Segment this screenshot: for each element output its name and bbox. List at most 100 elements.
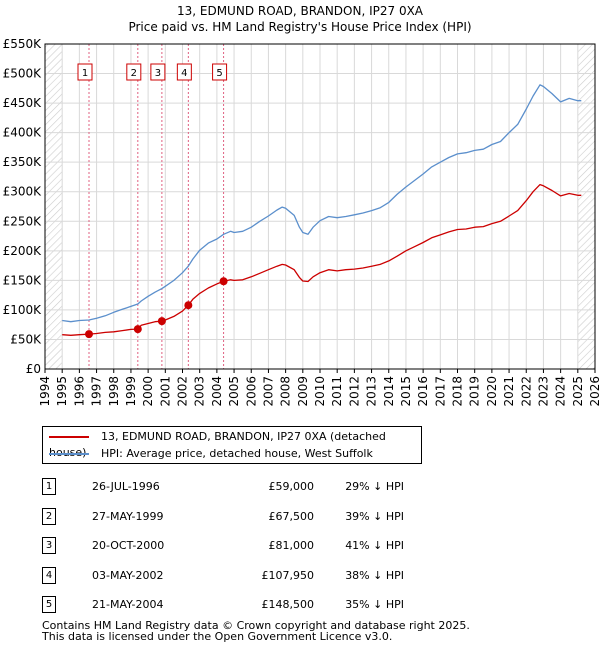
y-tick-label: £400K bbox=[3, 126, 43, 140]
y-tick-label: £100K bbox=[3, 303, 43, 317]
x-tick-label: 2017 bbox=[433, 376, 447, 407]
y-tick-label: £350K bbox=[3, 155, 43, 169]
x-tick-label: 2016 bbox=[416, 376, 430, 407]
sale-price: £107,950 bbox=[261, 568, 315, 582]
legend-property-swatch bbox=[49, 436, 89, 438]
legend-hpi-label: HPI: Average price, detached house, West… bbox=[101, 447, 373, 460]
x-tick-label: 2009 bbox=[296, 376, 310, 407]
property-price-line bbox=[62, 183, 582, 336]
sale-date: 20-OCT-2000 bbox=[92, 539, 165, 553]
sale-number-badge: 3 bbox=[42, 537, 56, 555]
x-tick-label: 2004 bbox=[210, 376, 224, 407]
table-row: 3 20-OCT-2000 £81,000 41% ↓ HPI bbox=[42, 531, 404, 561]
y-tick-label: £150K bbox=[3, 273, 43, 287]
sale-label-box: 2 bbox=[126, 63, 142, 81]
x-tick-label: 2019 bbox=[468, 376, 482, 407]
x-tick-label: 2005 bbox=[227, 376, 241, 407]
sale-label-number: 1 bbox=[82, 68, 88, 79]
table-row: 5 21-MAY-2004 £148,500 35% ↓ HPI bbox=[42, 590, 404, 620]
sale-hpi-diff: 38% ↓ HPI bbox=[345, 568, 404, 582]
x-tick-label: 2010 bbox=[313, 376, 327, 407]
y-tick-label: £300K bbox=[3, 185, 43, 199]
sale-point bbox=[133, 325, 142, 334]
y-tick-label: £50K bbox=[10, 332, 42, 346]
x-tick-label: 2020 bbox=[485, 376, 499, 407]
x-tick-label: 2024 bbox=[554, 376, 568, 407]
sale-price: £148,500 bbox=[261, 598, 315, 612]
footer-copyright: Contains HM Land Registry data © Crown c… bbox=[42, 619, 470, 632]
sale-label-frame bbox=[176, 63, 192, 81]
y-tick-label: £250K bbox=[3, 214, 43, 228]
footer-notice: Contains HM Land Registry data © Crown c… bbox=[42, 620, 470, 642]
x-tick-label: 2001 bbox=[158, 376, 172, 407]
legend-hpi-swatch bbox=[49, 453, 89, 455]
hatched-region bbox=[577, 44, 595, 369]
y-tick-label: £0 bbox=[26, 362, 41, 376]
x-tick-label: 2012 bbox=[347, 376, 361, 407]
footer-license: This data is licensed under the Open Gov… bbox=[42, 630, 393, 643]
sale-price: £81,000 bbox=[268, 539, 315, 553]
sale-label-frame bbox=[212, 63, 228, 81]
x-tick-label: 1998 bbox=[107, 376, 121, 407]
sale-date: 03-MAY-2002 bbox=[92, 568, 164, 582]
sale-point bbox=[157, 317, 166, 326]
x-tick-label: 2025 bbox=[571, 376, 585, 407]
x-tick-label: 2026 bbox=[588, 376, 600, 407]
legend: 13, EDMUND ROAD, BRANDON, IP27 0XA (deta… bbox=[42, 426, 422, 464]
x-tick-label: 2023 bbox=[536, 376, 550, 407]
sale-date: 26-JUL-1996 bbox=[92, 480, 160, 494]
x-tick-label: 2003 bbox=[193, 376, 207, 407]
sale-price: £59,000 bbox=[268, 480, 315, 494]
x-tick-label: 2002 bbox=[176, 376, 190, 407]
sale-date: 21-MAY-2004 bbox=[92, 598, 164, 612]
table-row: 1 26-JUL-1996 £59,000 29% ↓ HPI bbox=[42, 472, 404, 502]
sale-number-badge: 5 bbox=[42, 596, 56, 614]
chart-subtitle: Price paid vs. HM Land Registry's House … bbox=[128, 20, 472, 34]
price-chart: £0 £50K £100K £150K £200K £250K £300K £350K £400… bbox=[3, 37, 600, 407]
sale-label-number: 4 bbox=[181, 68, 187, 79]
x-tick-label: 2007 bbox=[261, 376, 275, 407]
sale-label-box: 1 bbox=[77, 63, 93, 81]
table-row: 2 27-MAY-1999 £67,500 39% ↓ HPI bbox=[42, 502, 404, 532]
x-tick-label: 2021 bbox=[502, 376, 516, 407]
y-tick-label: £200K bbox=[3, 244, 43, 258]
x-tick-label: 2015 bbox=[399, 376, 413, 407]
sale-point bbox=[184, 301, 193, 310]
sale-label-box: 4 bbox=[176, 63, 192, 81]
x-tick-label: 2006 bbox=[244, 376, 258, 407]
y-tick-label: £450K bbox=[3, 96, 43, 110]
sale-label-box: 5 bbox=[212, 63, 228, 81]
x-tick-label: 1995 bbox=[55, 376, 69, 407]
x-tick-label: 2008 bbox=[279, 376, 293, 407]
legend-property-label: 13, EDMUND ROAD, BRANDON, IP27 0XA (deta… bbox=[49, 430, 386, 459]
legend-item-property: 13, EDMUND ROAD, BRANDON, IP27 0XA (deta… bbox=[49, 429, 421, 459]
chart-title: 13, EDMUND ROAD, BRANDON, IP27 0XA bbox=[176, 4, 424, 18]
table-row: 4 03-MAY-2002 £107,950 38% ↓ HPI bbox=[42, 561, 404, 591]
sale-number-badge: 1 bbox=[42, 478, 56, 496]
sale-hpi-diff: 39% ↓ HPI bbox=[345, 509, 404, 523]
sale-number-badge: 2 bbox=[42, 507, 56, 525]
sale-hpi-diff: 29% ↓ HPI bbox=[345, 480, 404, 494]
x-tick-label: 1994 bbox=[38, 376, 52, 407]
sale-date: 27-MAY-1999 bbox=[92, 509, 164, 523]
sale-label-frame bbox=[77, 63, 93, 81]
x-tick-label: 2014 bbox=[382, 376, 396, 407]
sale-label-box: 3 bbox=[150, 63, 166, 81]
y-tick-label: £500K bbox=[3, 67, 43, 81]
x-tick-label: 1997 bbox=[90, 376, 104, 407]
x-tick-label: 1999 bbox=[124, 376, 138, 407]
sale-label-number: 3 bbox=[155, 68, 161, 79]
sale-price: £67,500 bbox=[268, 509, 315, 523]
sales-table: 1 26-JUL-1996 £59,000 29% ↓ HPI 2 27-MAY… bbox=[42, 472, 404, 620]
legend-item-hpi: HPI: Average price, detached house, West… bbox=[49, 446, 373, 462]
hatched-region bbox=[45, 44, 63, 369]
sale-point bbox=[85, 330, 93, 339]
x-tick-label: 2011 bbox=[330, 376, 344, 407]
y-tick-label: £550K bbox=[3, 37, 43, 51]
hpi-line bbox=[62, 84, 582, 323]
x-tick-label: 1996 bbox=[72, 376, 86, 407]
x-tick-label: 2013 bbox=[365, 376, 379, 407]
x-tick-label: 2000 bbox=[141, 376, 155, 407]
sale-hpi-diff: 41% ↓ HPI bbox=[345, 539, 404, 553]
sale-label-number: 5 bbox=[216, 68, 222, 79]
